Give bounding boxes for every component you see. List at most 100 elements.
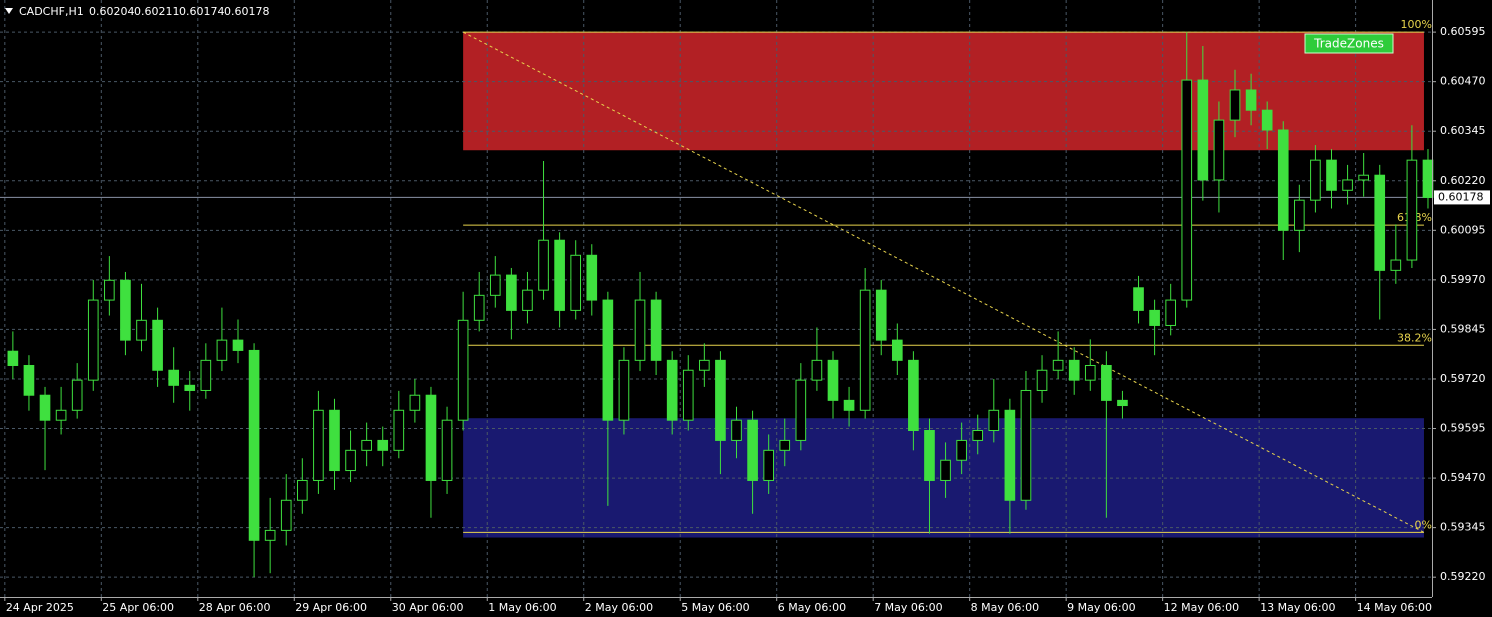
x-tick-label: 14 May 06:00	[1357, 601, 1432, 614]
candle-body	[618, 359, 630, 421]
candle-body	[1117, 399, 1128, 407]
candle-body	[7, 350, 19, 366]
x-tick-label: 6 May 06:00	[778, 601, 846, 614]
candle-body	[570, 254, 582, 311]
candle-body	[1358, 174, 1369, 181]
fib-label: 38.2%	[1397, 331, 1432, 344]
candle-body	[120, 279, 131, 341]
candle-body	[1326, 159, 1337, 191]
candle-body	[747, 419, 758, 481]
menu-arrow	[5, 8, 13, 14]
candle-body	[1181, 79, 1193, 301]
x-tick-label: 13 May 06:00	[1260, 601, 1335, 614]
candle-body	[200, 359, 212, 391]
x-tick-label: 2 May 06:00	[585, 601, 653, 614]
candle-body	[924, 430, 935, 481]
candle-body	[313, 409, 324, 481]
candle-body	[393, 409, 405, 451]
y-tick-label: 0.59845	[1440, 322, 1486, 335]
y-tick-label: 0.60220	[1440, 174, 1486, 187]
candle-body	[1390, 259, 1402, 271]
candle-body	[811, 359, 823, 381]
x-tick-label: 29 Apr 06:00	[295, 601, 367, 614]
candle-body	[1245, 89, 1257, 111]
fib-label: 100%	[1401, 18, 1432, 31]
symbol: CADCHF,H1	[19, 5, 84, 18]
candle-body	[875, 289, 887, 341]
candle-body	[538, 239, 549, 291]
fib-label: 0%	[1415, 518, 1432, 531]
candle-body	[666, 359, 678, 421]
candle-body	[216, 339, 228, 361]
y-tick-label: 0.59720	[1440, 372, 1486, 385]
candle-body	[1342, 179, 1353, 191]
candle-body	[682, 369, 694, 421]
candle-body	[1068, 359, 1080, 381]
candle-body	[55, 409, 67, 421]
candle-body	[731, 419, 742, 441]
candle-body	[1020, 389, 1032, 501]
y-tick-label: 0.59470	[1440, 471, 1486, 484]
fibonacci: 100%61.8%38.2%0%	[0, 18, 1432, 533]
candle-body	[409, 394, 421, 411]
quote-low: 0.60174	[179, 5, 225, 18]
trade-zone	[463, 32, 1424, 151]
candle-body	[763, 449, 774, 481]
y-tick-label: 0.59220	[1440, 570, 1486, 583]
candle-body	[956, 439, 967, 461]
candle-body	[1149, 309, 1160, 326]
candle-body	[473, 294, 485, 321]
candle-body	[168, 369, 179, 386]
candle-body	[71, 379, 83, 411]
candle-body	[152, 319, 163, 371]
candle-body	[1422, 159, 1434, 198]
zones	[463, 32, 1424, 538]
candle-body	[1084, 364, 1096, 381]
tradezones-label[interactable]: TradeZones	[1313, 37, 1384, 51]
tradezones-button[interactable]	[1304, 33, 1394, 54]
x-tick-label: 7 May 06:00	[874, 601, 942, 614]
y-tick-label: 0.59970	[1440, 273, 1486, 286]
candle-body	[1052, 359, 1064, 371]
candle-body	[1261, 109, 1273, 131]
candle-body	[1406, 159, 1418, 261]
candle-body	[1277, 129, 1289, 231]
y-tick-label: 0.60470	[1440, 75, 1486, 88]
x-tick-label: 24 Apr 2025	[6, 601, 74, 614]
candle-body	[39, 394, 51, 421]
candle-body	[795, 379, 807, 441]
current-price-box	[1434, 190, 1490, 205]
candle-body	[280, 499, 292, 531]
candle-body	[715, 359, 726, 441]
candle-body	[506, 274, 517, 311]
y-tick-label: 0.60345	[1440, 124, 1486, 137]
candle-body	[296, 479, 308, 501]
candle-body	[345, 449, 356, 472]
candle-body	[602, 299, 614, 421]
candle-body	[1374, 174, 1386, 271]
candle-body	[361, 439, 372, 451]
y-tick-label: 0.60095	[1440, 223, 1486, 236]
candle-body	[779, 439, 791, 451]
quote-close: 0.60178	[224, 5, 270, 18]
candle-body	[264, 529, 276, 541]
candle-body	[441, 419, 453, 481]
candle-body	[248, 349, 260, 541]
candle-body	[1101, 364, 1112, 401]
candle-body	[554, 239, 565, 311]
candle-body	[329, 409, 340, 472]
candle-body	[1229, 89, 1241, 121]
candle-body	[827, 359, 839, 401]
candle-body	[104, 279, 115, 301]
candle-body	[634, 299, 646, 361]
quote-high: 0.60211	[134, 5, 180, 18]
current-price-label: 0.60178	[1438, 190, 1484, 203]
y-tick-label: 0.59595	[1440, 422, 1486, 435]
candle-body	[522, 289, 533, 311]
candles	[7, 32, 1434, 578]
candle-body	[1036, 369, 1048, 391]
candle-body	[891, 339, 903, 361]
candle-body	[859, 289, 871, 411]
